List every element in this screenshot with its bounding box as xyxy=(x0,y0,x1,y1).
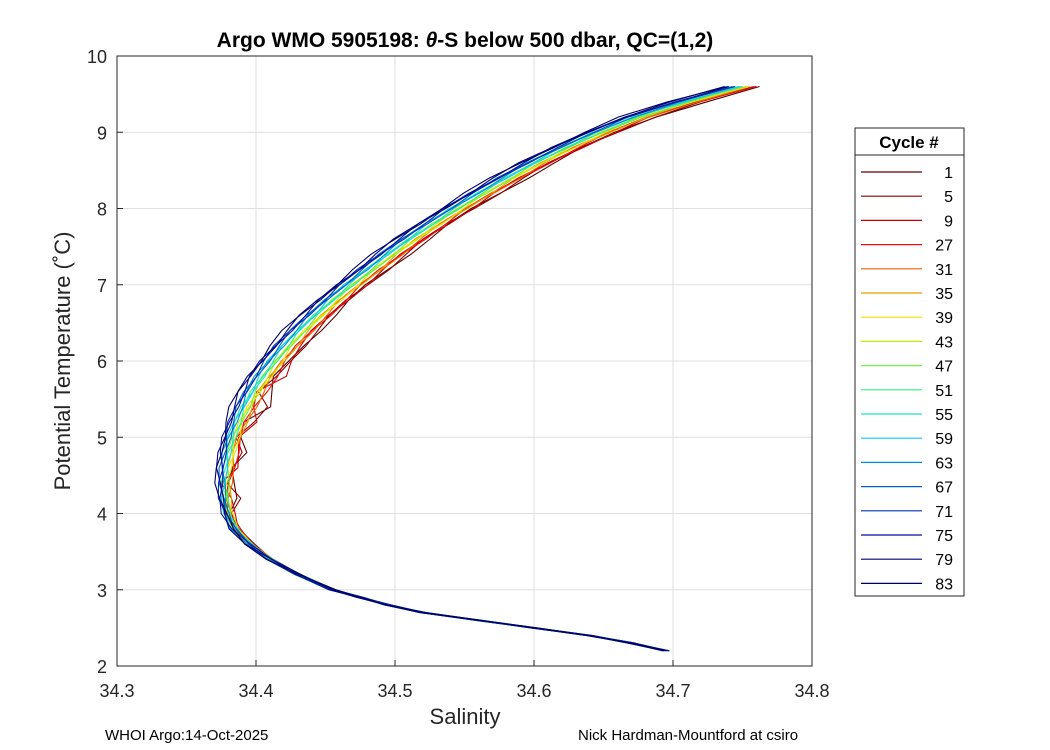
legend-label: 79 xyxy=(935,552,953,569)
legend-label: 67 xyxy=(935,480,953,497)
y-tick-label: 8 xyxy=(97,200,107,220)
profile-line-cycle-83 xyxy=(214,85,728,652)
x-axis-ticks: 34.3 34.4 34.5 34.6 34.7 34.8 xyxy=(99,660,830,701)
y-tick-label: 7 xyxy=(97,276,107,296)
x-tick-label: 34.4 xyxy=(238,681,273,701)
legend: Cycle # 15927313539434751555963677175798… xyxy=(854,127,965,597)
legend-label: 75 xyxy=(935,528,953,545)
legend-label: 55 xyxy=(935,407,953,424)
x-tick-label: 34.3 xyxy=(99,681,134,701)
y-tick-label: 5 xyxy=(97,428,107,448)
legend-label: 51 xyxy=(935,383,953,400)
x-tick-label: 34.8 xyxy=(794,681,829,701)
footer-left: WHOI Argo:14-Oct-2025 xyxy=(105,727,268,744)
legend-label: 35 xyxy=(935,286,953,303)
legend-label: 59 xyxy=(935,431,953,448)
legend-label: 83 xyxy=(935,576,953,593)
plot-area: 34.3 34.4 34.5 34.6 34.7 34.8 2 3 4 5 6 7 8 9 10 xyxy=(87,47,830,701)
legend-label: 47 xyxy=(935,359,953,376)
footer-right: Nick Hardman-Mountford at csiro xyxy=(578,727,798,744)
legend-label: 27 xyxy=(935,238,953,255)
legend-label: 43 xyxy=(935,334,953,351)
y-tick-label: 3 xyxy=(97,581,107,601)
profile-line-cycle-79 xyxy=(215,85,725,652)
y-tick-label: 4 xyxy=(97,505,107,525)
y-tick-label: 9 xyxy=(97,123,107,143)
legend-box xyxy=(854,127,965,597)
profile-lines xyxy=(214,85,760,652)
legend-label: 63 xyxy=(935,455,953,472)
legend-label: 5 xyxy=(944,189,953,206)
legend-label: 39 xyxy=(935,310,953,327)
legend-label: 31 xyxy=(935,262,953,279)
x-axis-label: Salinity xyxy=(430,704,501,729)
legend-title: Cycle # xyxy=(879,133,939,152)
x-tick-label: 34.5 xyxy=(377,681,412,701)
legend-label: 9 xyxy=(944,213,953,230)
y-tick-label: 2 xyxy=(97,657,107,677)
y-axis-ticks: 2 3 4 5 6 7 8 9 10 xyxy=(87,47,123,677)
legend-label: 71 xyxy=(935,504,953,521)
x-tick-label: 34.7 xyxy=(655,681,690,701)
y-tick-label: 10 xyxy=(87,47,107,67)
y-tick-label: 6 xyxy=(97,352,107,372)
x-tick-label: 34.6 xyxy=(516,681,551,701)
y-axis-label: Potential Temperature (˚C) xyxy=(50,232,75,491)
legend-label: 1 xyxy=(944,165,953,182)
chart-title: Argo WMO 5905198: θ-S below 500 dbar, QC… xyxy=(217,29,714,52)
